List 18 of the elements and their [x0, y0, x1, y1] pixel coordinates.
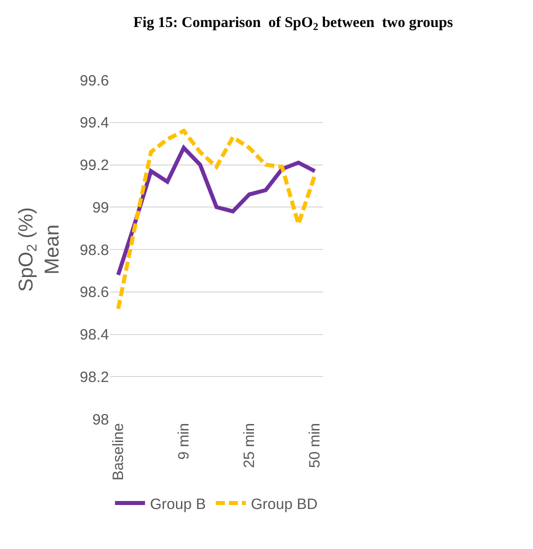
line-series — [116, 128, 317, 311]
line-series — [116, 146, 317, 277]
y-tick-label: 98.8 — [80, 242, 109, 259]
y-tick-label: 99.4 — [80, 114, 109, 132]
x-tick-label: 50 min — [306, 423, 324, 468]
y-tick-label: 98.4 — [80, 326, 109, 344]
y-tick-label: 99.2 — [80, 157, 109, 174]
y-tick-label: 99.6 — [80, 72, 109, 90]
chart-title: Fig 15: Comparison of SpO$_{2}$ between two groups — [133, 14, 454, 34]
x-tick-label: 9 min — [176, 423, 193, 460]
legend-label: Group BD — [250, 496, 318, 513]
y-tick-label: 98.2 — [80, 368, 109, 386]
y-tick-label: 98.6 — [80, 284, 109, 302]
y-tick-label: 99 — [92, 199, 109, 216]
x-tick-label: Baseline — [110, 423, 128, 481]
legend-label: Group B — [150, 496, 206, 513]
x-tick-label: 25 min — [241, 423, 258, 468]
y-tick-label: 98 — [92, 411, 109, 428]
